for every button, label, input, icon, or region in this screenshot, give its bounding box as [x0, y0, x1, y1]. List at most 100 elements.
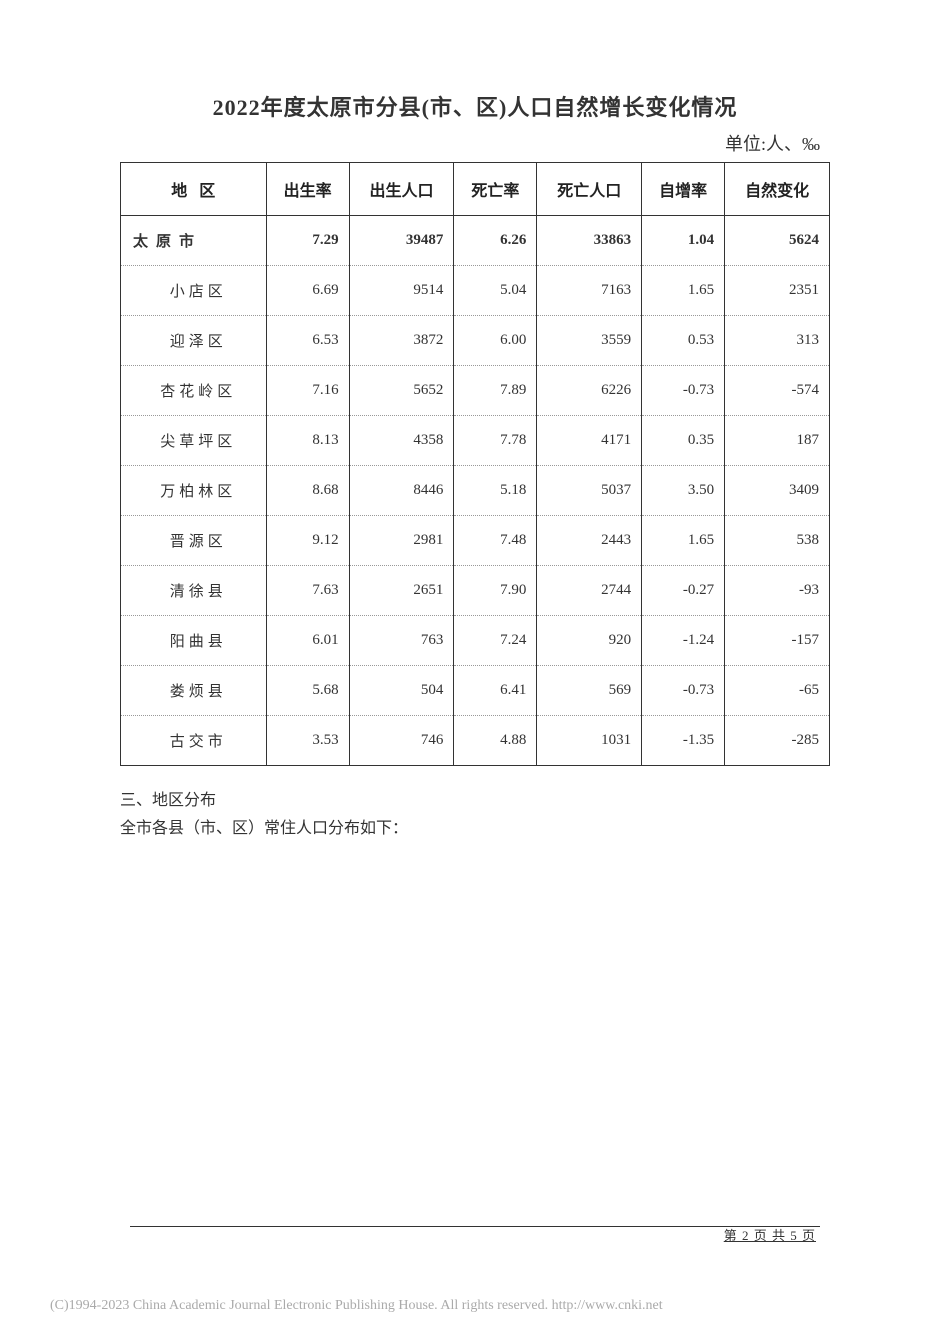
cell-growth-rate: 0.53: [642, 316, 725, 366]
cell-birth-rate: 6.69: [266, 266, 349, 316]
cell-deaths: 2443: [537, 516, 642, 566]
cell-growth-rate: -0.27: [642, 566, 725, 616]
cell-region: 晋源区: [121, 516, 267, 566]
copyright-text: (C)1994-2023 China Academic Journal Elec…: [50, 1298, 663, 1314]
cell-change: 3409: [725, 466, 830, 516]
cell-growth-rate: -1.35: [642, 716, 725, 766]
cell-deaths: 920: [537, 616, 642, 666]
header-death-rate: 死亡率: [454, 163, 537, 216]
cell-change: 187: [725, 416, 830, 466]
cell-region: 清徐县: [121, 566, 267, 616]
cell-births: 504: [349, 666, 454, 716]
cell-death-rate: 5.04: [454, 266, 537, 316]
cell-birth-rate: 7.63: [266, 566, 349, 616]
cell-birth-rate: 9.12: [266, 516, 349, 566]
cell-change: -65: [725, 666, 830, 716]
cell-death-rate: 4.88: [454, 716, 537, 766]
section-heading: 三、地区分布: [120, 786, 830, 810]
cell-region: 小店区: [121, 266, 267, 316]
cell-birth-rate: 6.01: [266, 616, 349, 666]
table-row: 尖草坪区8.1343587.7841710.35187: [121, 416, 830, 466]
cell-birth-rate: 8.68: [266, 466, 349, 516]
cell-birth-rate: 3.53: [266, 716, 349, 766]
cell-birth-rate: 7.29: [266, 216, 349, 266]
cell-change: -285: [725, 716, 830, 766]
cell-growth-rate: 1.04: [642, 216, 725, 266]
header-change: 自然变化: [725, 163, 830, 216]
cell-region: 太原市: [121, 216, 267, 266]
cell-change: 313: [725, 316, 830, 366]
cell-births: 3872: [349, 316, 454, 366]
cell-region: 杏花岭区: [121, 366, 267, 416]
cell-death-rate: 6.26: [454, 216, 537, 266]
cell-region: 阳曲县: [121, 616, 267, 666]
cell-death-rate: 5.18: [454, 466, 537, 516]
page-number: 第 2 页 共 5 页: [130, 1225, 820, 1244]
cell-death-rate: 7.48: [454, 516, 537, 566]
cell-deaths: 4171: [537, 416, 642, 466]
cell-births: 2651: [349, 566, 454, 616]
cell-deaths: 569: [537, 666, 642, 716]
cell-growth-rate: 3.50: [642, 466, 725, 516]
table-row: 晋源区9.1229817.4824431.65538: [121, 516, 830, 566]
cell-death-rate: 6.00: [454, 316, 537, 366]
header-births: 出生人口: [349, 163, 454, 216]
cell-births: 39487: [349, 216, 454, 266]
cell-deaths: 3559: [537, 316, 642, 366]
cell-region: 娄烦县: [121, 666, 267, 716]
population-table: 地区 出生率 出生人口 死亡率 死亡人口 自增率 自然变化 太原市7.29394…: [120, 162, 830, 766]
document-title: 2022年度太原市分县(市、区)人口自然增长变化情况: [120, 90, 830, 122]
cell-change: 538: [725, 516, 830, 566]
cell-births: 8446: [349, 466, 454, 516]
cell-growth-rate: 0.35: [642, 416, 725, 466]
cell-growth-rate: -1.24: [642, 616, 725, 666]
cell-birth-rate: 6.53: [266, 316, 349, 366]
table-header-row: 地区 出生率 出生人口 死亡率 死亡人口 自增率 自然变化: [121, 163, 830, 216]
cell-change: 2351: [725, 266, 830, 316]
cell-deaths: 33863: [537, 216, 642, 266]
cell-death-rate: 6.41: [454, 666, 537, 716]
table-row: 太原市7.29394876.26338631.045624: [121, 216, 830, 266]
cell-death-rate: 7.78: [454, 416, 537, 466]
header-deaths: 死亡人口: [537, 163, 642, 216]
cell-region: 古交市: [121, 716, 267, 766]
cell-deaths: 2744: [537, 566, 642, 616]
cell-growth-rate: -0.73: [642, 366, 725, 416]
cell-birth-rate: 8.13: [266, 416, 349, 466]
cell-birth-rate: 5.68: [266, 666, 349, 716]
cell-change: 5624: [725, 216, 830, 266]
cell-change: -93: [725, 566, 830, 616]
page-footer: 第 2 页 共 5 页: [130, 1226, 820, 1244]
table-row: 迎泽区6.5338726.0035590.53313: [121, 316, 830, 366]
cell-growth-rate: 1.65: [642, 516, 725, 566]
cell-deaths: 6226: [537, 366, 642, 416]
header-region: 地区: [121, 163, 267, 216]
cell-births: 4358: [349, 416, 454, 466]
cell-deaths: 5037: [537, 466, 642, 516]
cell-births: 5652: [349, 366, 454, 416]
cell-growth-rate: 1.65: [642, 266, 725, 316]
header-growth-rate: 自增率: [642, 163, 725, 216]
cell-region: 尖草坪区: [121, 416, 267, 466]
cell-growth-rate: -0.73: [642, 666, 725, 716]
cell-death-rate: 7.24: [454, 616, 537, 666]
cell-births: 9514: [349, 266, 454, 316]
table-row: 古交市3.537464.881031-1.35-285: [121, 716, 830, 766]
cell-births: 2981: [349, 516, 454, 566]
table-row: 阳曲县6.017637.24920-1.24-157: [121, 616, 830, 666]
cell-births: 746: [349, 716, 454, 766]
table-row: 杏花岭区7.1656527.896226-0.73-574: [121, 366, 830, 416]
cell-change: -157: [725, 616, 830, 666]
table-row: 小店区6.6995145.0471631.652351: [121, 266, 830, 316]
cell-region: 迎泽区: [121, 316, 267, 366]
table-row: 娄烦县5.685046.41569-0.73-65: [121, 666, 830, 716]
cell-change: -574: [725, 366, 830, 416]
cell-region: 万柏林区: [121, 466, 267, 516]
cell-death-rate: 7.90: [454, 566, 537, 616]
cell-deaths: 7163: [537, 266, 642, 316]
table-row: 万柏林区8.6884465.1850373.503409: [121, 466, 830, 516]
section-text: 全市各县（市、区）常住人口分布如下：: [120, 814, 830, 838]
cell-deaths: 1031: [537, 716, 642, 766]
header-birth-rate: 出生率: [266, 163, 349, 216]
unit-label: 单位:人、‰: [120, 130, 830, 156]
